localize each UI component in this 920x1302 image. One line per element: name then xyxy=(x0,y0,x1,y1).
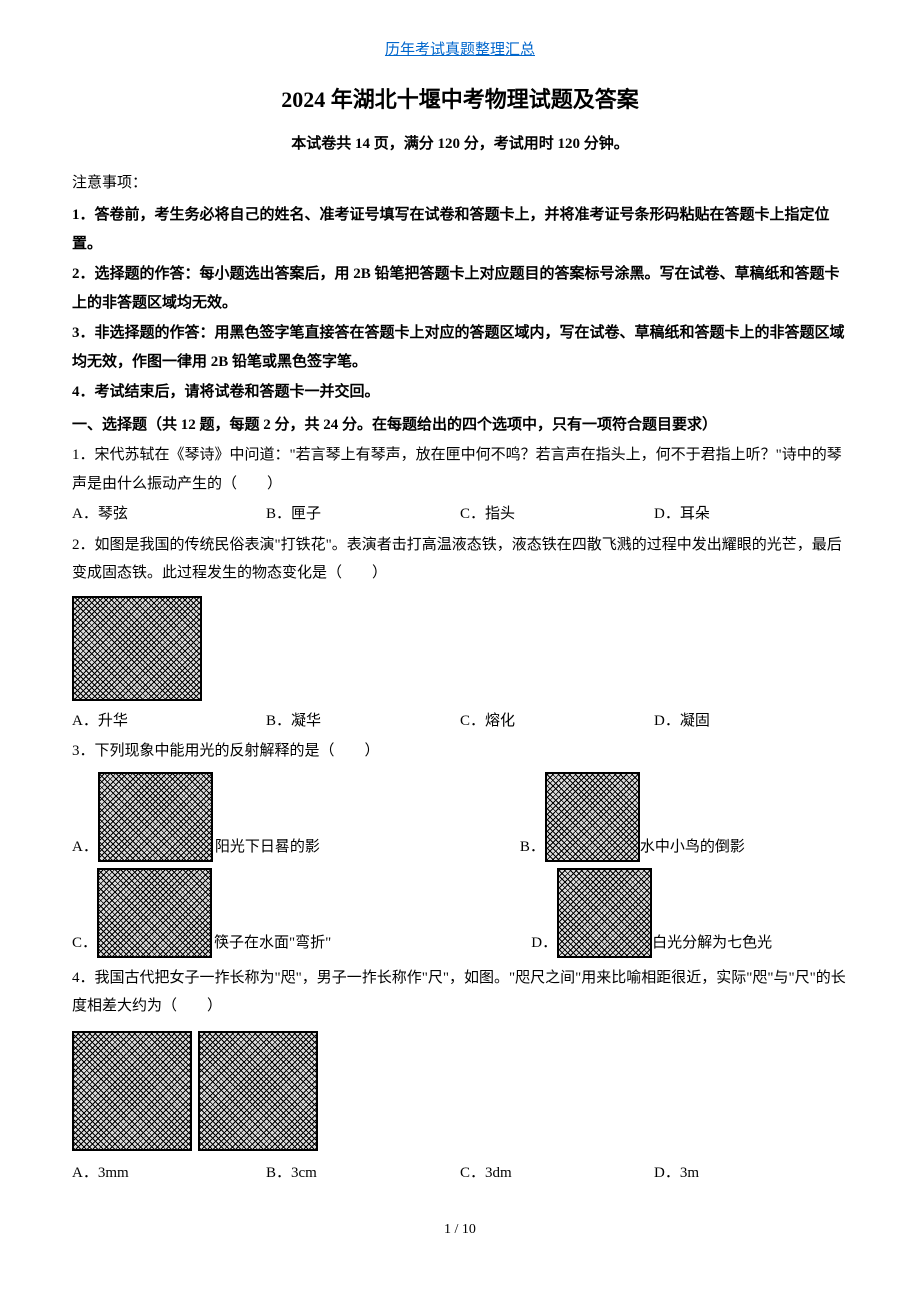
q3-image-d xyxy=(557,868,652,958)
q1-option-b: B．匣子 xyxy=(266,500,460,529)
question-4-options: A．3mm B．3cm C．3dm D．3m xyxy=(72,1159,848,1188)
q3-d-label: D． xyxy=(531,929,557,958)
q3-option-d: D． 白光分解为七色光 xyxy=(531,868,772,958)
notice-item-1: 1．答卷前，考生务必将自己的姓名、准考证号填写在试卷和答题卡上，并将准考证号条形… xyxy=(72,201,848,258)
q3-option-a: A． 阳光下日晷的影 xyxy=(72,772,320,862)
question-1: 1．宋代苏轼在《琴诗》中问道："若言琴上有琴声，放在匣中何不鸣？若言声在指头上，… xyxy=(72,441,848,498)
q4-image-1 xyxy=(72,1031,192,1151)
q4-images xyxy=(72,1031,848,1151)
q3-row-1: A． 阳光下日晷的影 B． 水中小鸟的倒影 xyxy=(72,772,848,862)
q4-option-b: B．3cm xyxy=(266,1159,460,1188)
q4-option-c: C．3dm xyxy=(460,1159,654,1188)
section-1-title: 一、选择题（共 12 题，每题 2 分，共 24 分。在每题给出的四个选项中，只… xyxy=(72,411,848,440)
notice-header: 注意事项： xyxy=(72,169,848,198)
notice-item-2: 2．选择题的作答：每小题选出答案后，用 2B 铅笔把答题卡上对应题目的答案标号涂… xyxy=(72,260,848,317)
q3-d-text: 白光分解为七色光 xyxy=(652,929,772,958)
q4-option-d: D．3m xyxy=(654,1159,848,1188)
subtitle: 本试卷共 14 页，满分 120 分，考试用时 120 分钟。 xyxy=(72,130,848,159)
notice-item-3: 3．非选择题的作答：用黑色签字笔直接答在答题卡上对应的答题区域内，写在试卷、草稿… xyxy=(72,319,848,376)
question-3: 3．下列现象中能用光的反射解释的是（ ） xyxy=(72,737,848,766)
question-2-options: A．升华 B．凝华 C．熔化 D．凝固 xyxy=(72,707,848,736)
q2-option-a: A．升华 xyxy=(72,707,266,736)
q3-image-c xyxy=(97,868,212,958)
q2-option-b: B．凝华 xyxy=(266,707,460,736)
page-number: 1 / 10 xyxy=(72,1217,848,1244)
q2-option-c: C．熔化 xyxy=(460,707,654,736)
notice-item-4: 4．考试结束后，请将试卷和答题卡一并交回。 xyxy=(72,378,848,407)
q3-option-b: B． 水中小鸟的倒影 xyxy=(520,772,745,862)
q1-option-a: A．琴弦 xyxy=(72,500,266,529)
q1-option-d: D．耳朵 xyxy=(654,500,848,529)
q3-a-text: 阳光下日晷的影 xyxy=(215,833,320,862)
q3-a-label: A． xyxy=(72,833,98,862)
q1-option-c: C．指头 xyxy=(460,500,654,529)
q3-row-2: C． 筷子在水面"弯折" D． 白光分解为七色光 xyxy=(72,868,848,958)
q3-b-text: 水中小鸟的倒影 xyxy=(640,833,745,862)
q3-c-text: 筷子在水面"弯折" xyxy=(214,929,331,958)
q3-b-label: B． xyxy=(520,833,545,862)
q4-image-2 xyxy=(198,1031,318,1151)
q3-image-b xyxy=(545,772,640,862)
q2-image xyxy=(72,596,202,701)
question-4: 4．我国古代把女子一拃长称为"咫"，男子一拃长称作"尺"，如图。"咫尺之间"用来… xyxy=(72,964,848,1021)
q3-option-c: C． 筷子在水面"弯折" xyxy=(72,868,331,958)
q2-option-d: D．凝固 xyxy=(654,707,848,736)
q3-c-label: C． xyxy=(72,929,97,958)
question-2: 2．如图是我国的传统民俗表演"打铁花"。表演者击打高温液态铁，液态铁在四散飞溅的… xyxy=(72,531,848,588)
question-1-options: A．琴弦 B．匣子 C．指头 D．耳朵 xyxy=(72,500,848,529)
archive-link[interactable]: 历年考试真题整理汇总 xyxy=(72,36,848,65)
q4-option-a: A．3mm xyxy=(72,1159,266,1188)
page-title: 2024 年湖北十堰中考物理试题及答案 xyxy=(72,79,848,121)
q3-image-a xyxy=(98,772,213,862)
